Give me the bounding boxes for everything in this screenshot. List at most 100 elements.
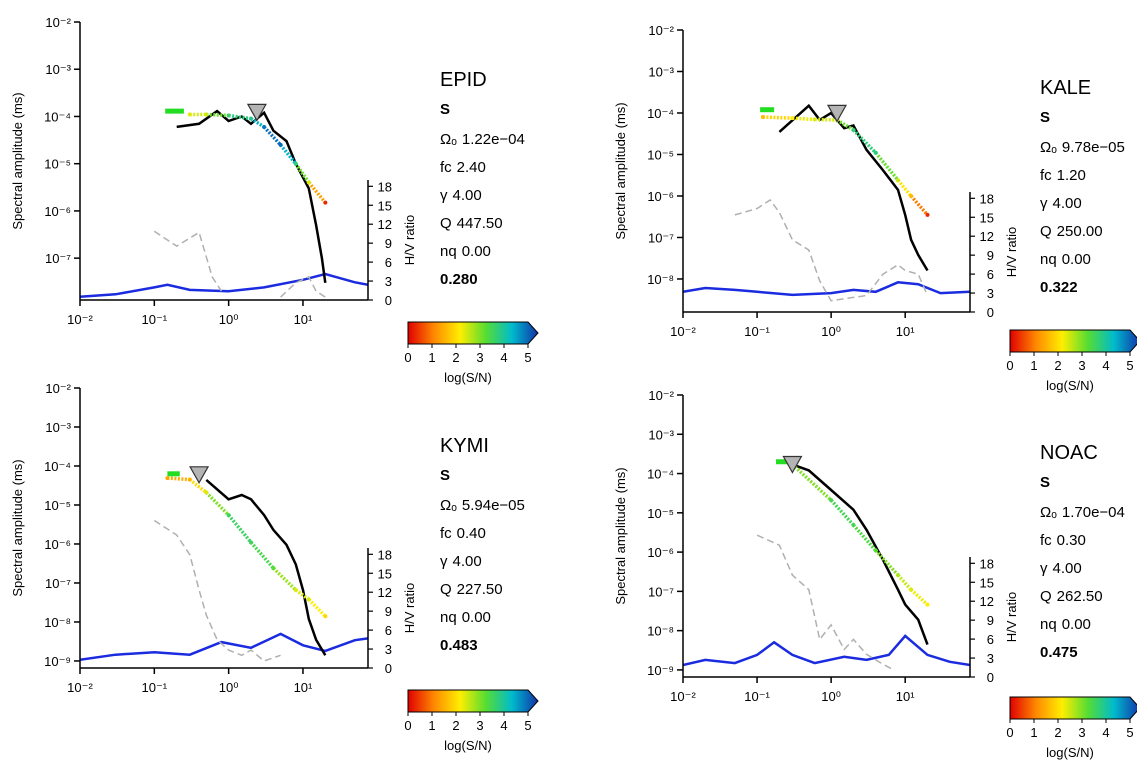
colorbar-tick-label: 4 <box>1102 725 1109 740</box>
parameter-name: nq <box>1040 251 1057 268</box>
model-point <box>925 602 930 607</box>
y2-tick-label: 9 <box>385 236 392 251</box>
parameter-name: Ωₒ <box>440 131 457 148</box>
colorbar-tick-label: 1 <box>428 350 435 365</box>
parameter-value: 0.00 <box>462 609 491 626</box>
y-tick-label: 10⁻⁶ <box>44 537 71 552</box>
colorbar <box>407 321 539 345</box>
y2-tick-label: 6 <box>385 623 392 638</box>
colorbar-label: log(S/N) <box>444 370 492 385</box>
y-tick-label: 10⁻³ <box>648 427 674 442</box>
y-tick-label: 10⁻⁶ <box>647 189 674 204</box>
y2-tick-label: 15 <box>378 198 392 213</box>
model-point <box>226 113 231 118</box>
y2-tick-label: 3 <box>385 274 392 289</box>
y-axis-label: Spectral amplitude (ms) <box>613 467 628 604</box>
score: 0.483 <box>440 637 478 654</box>
model-point <box>262 124 267 129</box>
y-tick-label: 10⁻³ <box>45 62 71 77</box>
noise-line <box>734 198 929 302</box>
colorbar-tick-label: 1 <box>1030 725 1037 740</box>
model-point <box>829 498 834 503</box>
model-point <box>760 115 765 120</box>
parameter-name: γ <box>1040 560 1048 577</box>
y-axis-label: Spectral amplitude (ms) <box>613 102 628 239</box>
phase: S <box>1040 109 1050 126</box>
y-tick-label: 10⁻⁴ <box>44 109 71 124</box>
y-tick-label: 10⁻² <box>648 23 674 38</box>
parameter-name: Q <box>1040 588 1052 605</box>
colorbar-tick-label: 2 <box>452 718 459 733</box>
model-segment <box>896 573 913 591</box>
phase: S <box>440 101 450 118</box>
y2-tick-label: 9 <box>987 248 994 263</box>
model-point <box>909 193 914 198</box>
parameter-name: nq <box>1040 616 1057 633</box>
x-tick-label: 10¹ <box>294 680 313 695</box>
y2-tick-label: 15 <box>980 210 994 225</box>
model-point <box>323 614 328 619</box>
y2-tick-label: 3 <box>385 642 392 657</box>
model-point <box>187 112 192 117</box>
parameter: nq 0.00 <box>1040 251 1091 268</box>
model-segment <box>250 117 266 129</box>
parameter-name: Ωₒ <box>440 497 457 514</box>
corner-frequency-marker <box>189 466 210 485</box>
colorbar <box>407 689 539 713</box>
parameter-value: 4.00 <box>1053 560 1082 577</box>
parameter-value: 1.20 <box>1057 167 1086 184</box>
parameter-value: 0.00 <box>1062 251 1091 268</box>
model-segment <box>762 115 793 120</box>
y-tick-label: 10⁻² <box>648 388 674 403</box>
model-point <box>278 142 283 147</box>
hv-ratio-line <box>683 281 970 297</box>
model-point <box>909 587 914 592</box>
colorbar-label: log(S/N) <box>1046 745 1094 760</box>
y2-tick-label: 12 <box>980 229 994 244</box>
model-point <box>812 117 817 122</box>
parameter-value: 0.00 <box>1062 616 1091 633</box>
parameter-name: Ωₒ <box>1040 504 1057 521</box>
model-segment <box>228 113 252 121</box>
y2-tick-label: 18 <box>378 547 392 562</box>
x-tick-label: 10⁻¹ <box>744 324 770 339</box>
y-tick-label: 10⁻² <box>45 381 71 396</box>
x-tick-label: 10⁻¹ <box>141 312 167 327</box>
y2-tick-label: 3 <box>987 286 994 301</box>
y2-tick-label: 18 <box>980 556 994 571</box>
y2-tick-label: 18 <box>980 191 994 206</box>
x-tick-label: 10⁰ <box>219 312 239 327</box>
x-tick-label: 10⁻² <box>67 312 93 327</box>
parameter: Ωₒ 5.94e−05 <box>440 497 525 514</box>
plot-area <box>683 103 970 302</box>
y-tick-label: 10⁻⁶ <box>44 204 71 219</box>
parameter: Q 262.50 <box>1040 588 1103 605</box>
colorbar <box>1009 329 1137 353</box>
parameter-value: 250.00 <box>1057 223 1103 240</box>
y-tick-label: 10⁻⁸ <box>647 272 674 287</box>
model-point <box>873 548 878 553</box>
model-segment <box>294 588 310 601</box>
parameter: Ωₒ 9.78e−05 <box>1040 139 1125 156</box>
y-tick-label: 10⁻⁵ <box>647 506 674 521</box>
x-tick-label: 10⁻² <box>670 324 696 339</box>
y2-tick-label: 18 <box>378 179 392 194</box>
model-segment <box>262 125 282 147</box>
parameter: Q 447.50 <box>440 215 503 232</box>
parameter: Q 227.50 <box>440 581 503 598</box>
model-point <box>293 588 298 593</box>
y-tick-label: 10⁻⁸ <box>44 615 71 630</box>
model-point <box>851 522 856 527</box>
model-segment <box>909 588 929 606</box>
hv-ratio-line <box>683 634 970 667</box>
y2-tick-label: 6 <box>987 267 994 282</box>
model-segment <box>829 498 855 527</box>
y2-tick-label: 6 <box>385 255 392 270</box>
model-segment <box>272 566 297 592</box>
parameter: γ 4.00 <box>1040 195 1082 212</box>
parameter: fc 1.20 <box>1040 167 1086 184</box>
y-tick-label: 10⁻⁹ <box>44 654 71 669</box>
noise-line <box>153 519 281 662</box>
parameter-value: 227.50 <box>457 581 503 598</box>
